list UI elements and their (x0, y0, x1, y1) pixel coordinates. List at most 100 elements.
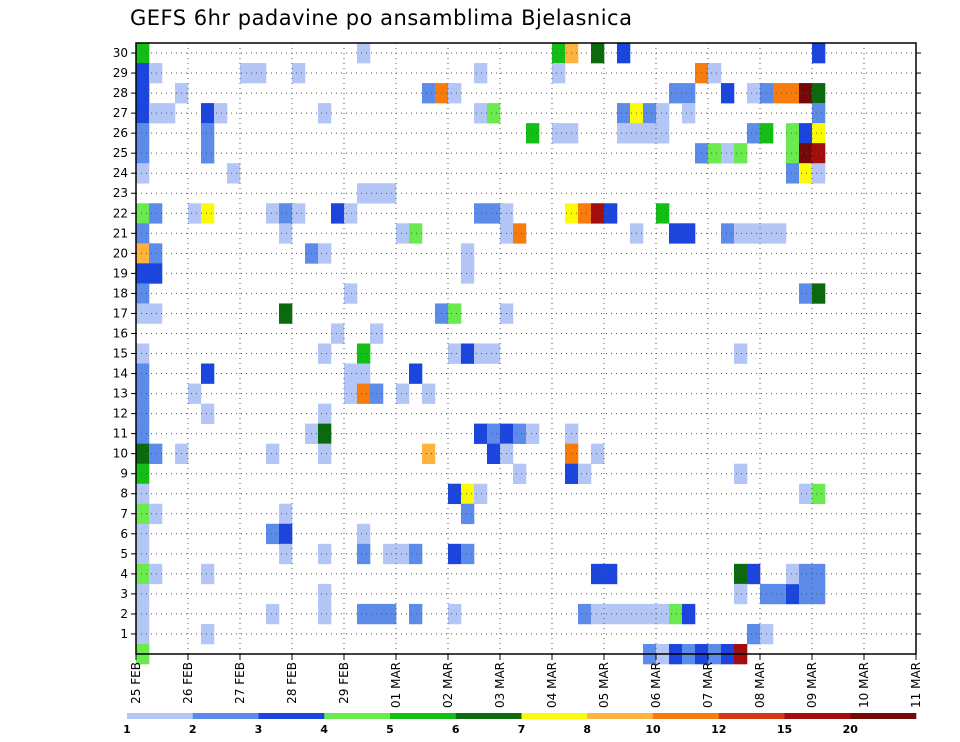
heatmap-cell (721, 83, 735, 104)
heatmap-cell (734, 463, 748, 485)
heatmap-cell (149, 63, 163, 84)
heatmap-cell (279, 303, 293, 324)
heatmap-cell (201, 363, 215, 384)
y-tick-label: 13 (113, 387, 128, 401)
x-tick-label: 10 MAR (857, 662, 871, 708)
y-tick-label: 7 (120, 507, 128, 521)
heatmap-cell (136, 503, 150, 525)
heatmap-cell (279, 503, 293, 525)
heatmap-cell (487, 343, 501, 364)
y-tick-label: 29 (113, 66, 128, 80)
heatmap-cell (786, 143, 800, 164)
heatmap-cell (396, 383, 410, 404)
y-tick-label: 2 (120, 607, 128, 621)
heatmap-cell (201, 203, 215, 224)
heatmap-cell (461, 503, 475, 525)
heatmap-cell (552, 123, 566, 144)
colorbar-label: 15 (777, 723, 792, 736)
heatmap-cell (136, 463, 150, 485)
heatmap-cell (474, 343, 488, 364)
y-tick-label: 8 (120, 487, 128, 501)
heatmap-cell (799, 143, 813, 164)
heatmap-cell (396, 223, 410, 244)
heatmap-cell (786, 83, 800, 104)
colorbar-label: 1 (123, 723, 131, 736)
heatmap-cell (799, 563, 813, 585)
heatmap-cell (136, 523, 150, 545)
heatmap-cell (383, 183, 397, 204)
heatmap-cell (578, 603, 592, 625)
heatmap-cell (461, 243, 475, 264)
heatmap-cell (734, 563, 748, 585)
heatmap-cell (708, 143, 722, 164)
heatmap-cell (136, 283, 150, 304)
y-tick-label: 26 (113, 126, 128, 140)
heatmap-cell (136, 43, 150, 64)
x-tick-label: 28 FEB (285, 662, 299, 704)
heatmap-cell (162, 103, 176, 124)
y-tick-label: 17 (113, 306, 128, 320)
heatmap-cell (643, 123, 657, 144)
heatmap-cell (578, 463, 592, 485)
heatmap-cell (422, 83, 436, 104)
colorbar-label: 5 (386, 723, 394, 736)
heatmap-cell (812, 123, 826, 144)
heatmap-cell (149, 103, 163, 124)
y-tick-label: 16 (113, 326, 128, 340)
colorbar-swatch (192, 713, 259, 719)
y-tick-label: 20 (113, 246, 128, 260)
heatmap-cell (201, 623, 215, 645)
heatmap-cell (474, 423, 488, 444)
heatmap-cell (461, 343, 475, 364)
colorbar-swatch (521, 713, 588, 719)
heatmap-cell (357, 363, 371, 384)
heatmap-cell (669, 603, 683, 625)
heatmap-cell (318, 403, 332, 424)
x-tick-label: 05 MAR (597, 662, 611, 708)
heatmap-cell (331, 323, 345, 344)
heatmap-cell (136, 103, 150, 124)
heatmap-cell (188, 383, 202, 404)
heatmap-cell (201, 143, 215, 164)
heatmap-cell (513, 463, 527, 485)
heatmap-cell (448, 603, 462, 625)
heatmap-cell (318, 583, 332, 605)
colorbar-label: 6 (452, 723, 460, 736)
colorbar-label: 7 (518, 723, 526, 736)
heatmap-cell (357, 543, 371, 565)
heatmap-cell (266, 603, 280, 625)
colorbar: 1 2 3 4 5 6 7 8 10 12 15 20 (123, 713, 917, 736)
heatmap-cell (136, 163, 150, 184)
heatmap-cell (591, 563, 605, 585)
heatmap-cell (604, 203, 618, 224)
heatmap-cell (461, 543, 475, 565)
heatmap-cell (409, 363, 423, 384)
y-tick-label: 30 (113, 46, 128, 60)
heatmap-cell (292, 203, 306, 224)
heatmap-cell (344, 383, 358, 404)
heatmap-cell (149, 503, 163, 525)
heatmap-cell (682, 223, 696, 244)
heatmap-cell (149, 303, 163, 324)
heatmap-cell (331, 203, 345, 224)
heatmap-cell (201, 123, 215, 144)
heatmap-cell (136, 363, 150, 384)
heatmap-cell (279, 203, 293, 224)
colorbar-label: 20 (843, 723, 859, 736)
colorbar-swatch (850, 713, 917, 719)
heatmap-cell (799, 583, 813, 605)
heatmap-cell (136, 243, 150, 264)
colorbar-label: 8 (583, 723, 591, 736)
colorbar-swatch (784, 713, 851, 719)
heatmap-cell (773, 583, 787, 605)
heatmap-cell (383, 603, 397, 625)
heatmap-cell (136, 403, 150, 424)
colorbar-label: 10 (645, 723, 661, 736)
x-tick-label: 26 FEB (181, 662, 195, 704)
heatmap-cell (591, 603, 605, 625)
heatmap-cell (669, 83, 683, 104)
heatmap-cell (513, 423, 527, 444)
heatmap-cell (409, 603, 423, 625)
heatmap-cell (279, 223, 293, 244)
heatmap-cell (149, 443, 163, 464)
